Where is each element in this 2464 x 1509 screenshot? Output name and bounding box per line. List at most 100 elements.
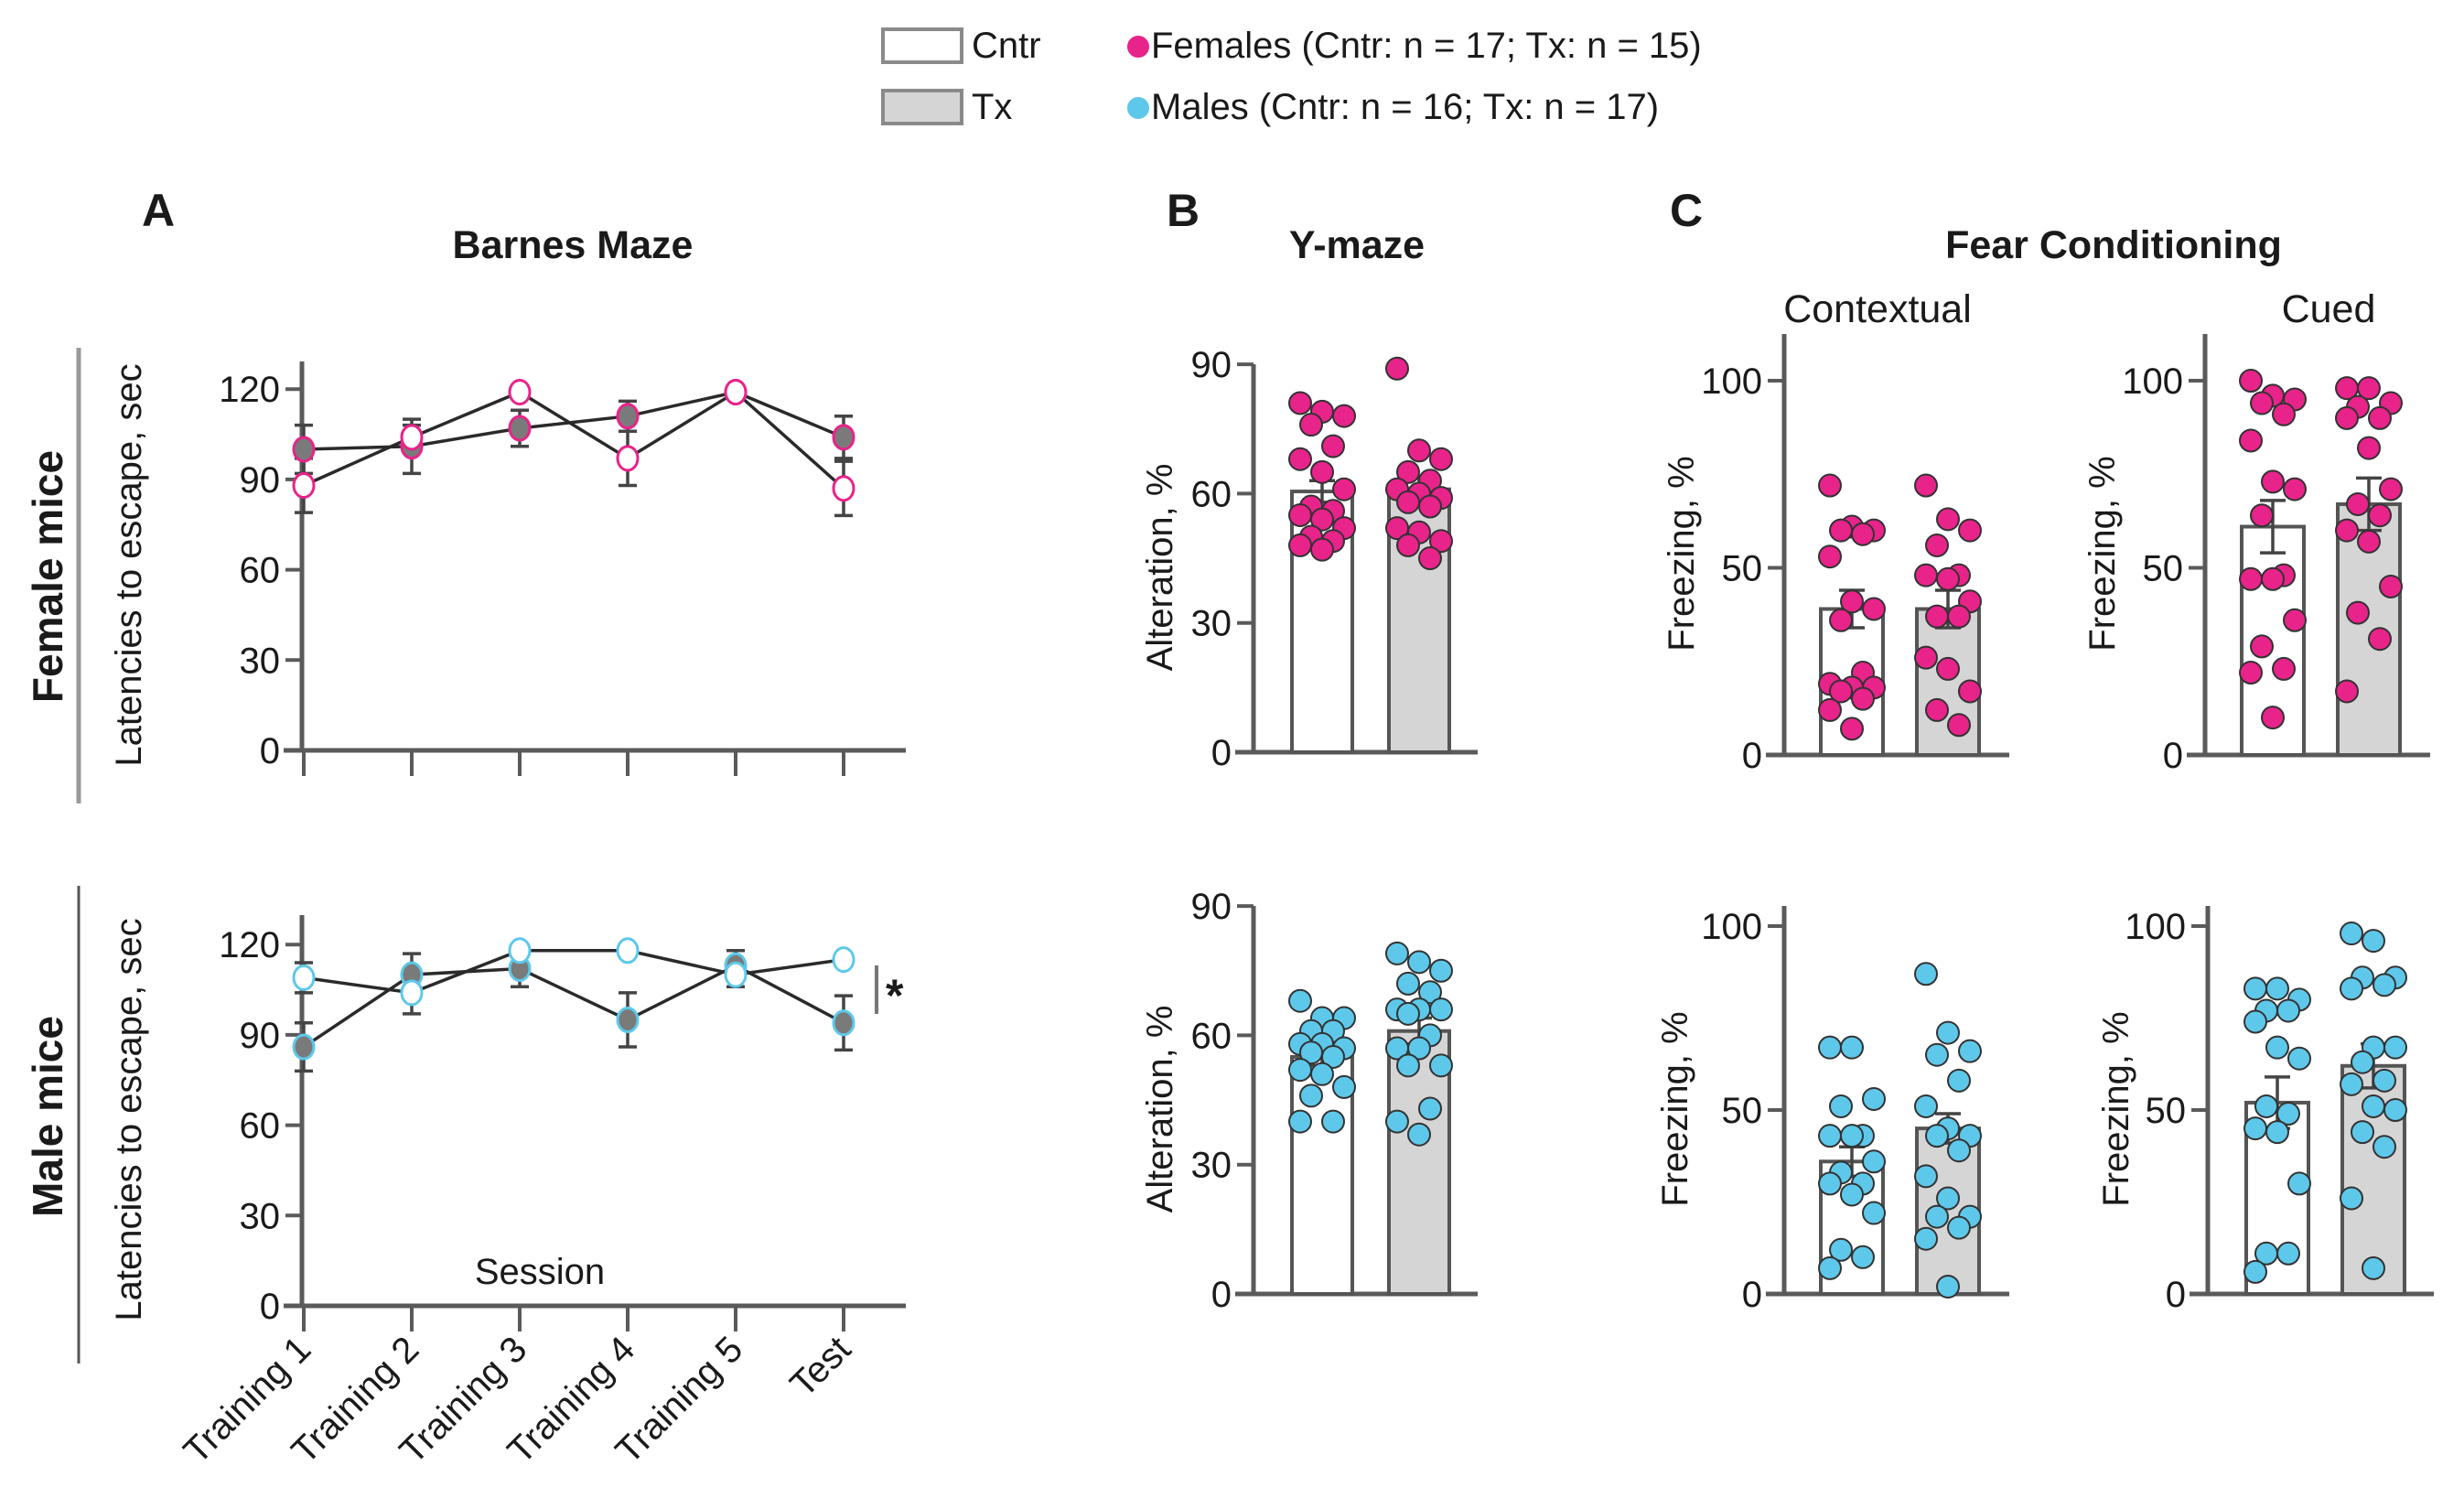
data-point-tx [1925,1042,1949,1067]
legend-label-cntr: Cntr [972,26,1041,66]
data-point-cntr [1332,1074,1356,1099]
legend-label-females: Females (Cntr: n = 17; Tx: n = 15) [1151,26,1702,66]
data-point-cntr [1818,1124,1842,1148]
data-point-cntr [292,964,316,991]
legend-label-tx: Tx [972,87,1012,127]
panel-label-a: A [142,185,175,236]
y-tick-label: 100 [2125,907,2186,947]
data-point-cntr [724,961,748,988]
data-point-tx [1958,518,1982,543]
data-point-cntr [2239,661,2263,685]
data-point-cntr [1321,434,1345,458]
data-point-tx [1396,490,1420,514]
data-point-cntr [1310,537,1334,562]
data-point-cntr [832,946,855,974]
y-axis-label: Latencies to escape, sec [109,918,149,1320]
y-tick-label: 60 [240,1106,281,1147]
y-tick-label: 30 [1191,1146,1232,1186]
y-tick-label: 0 [2166,1275,2186,1315]
subtitle-contextual: Contextual [1783,287,1972,331]
data-point-cntr [1288,447,1312,471]
data-point-cntr [1310,1062,1334,1086]
chart-fc-contextual-male: 0 50 100 Freezing, % [1655,906,2009,1315]
data-point-tx [1429,529,1453,554]
data-point-cntr [1332,477,1356,501]
data-point-tx [2340,922,2363,946]
legend-swatch-cntr [881,27,963,64]
data-point-tx [1925,1204,1949,1229]
data-point-tx [2373,973,2396,997]
x-axis-label: Session [475,1252,605,1292]
data-point-tx [2379,477,2403,501]
data-point-cntr [1862,1086,1886,1111]
data-point-tx [1947,1068,1971,1093]
data-point-tx [1385,1109,1409,1134]
data-point-cntr [1288,391,1312,415]
data-point-tx [2335,518,2359,543]
data-point-tx [1936,1274,1960,1299]
legend-dot-female [1127,36,1149,58]
data-point-cntr [1840,589,1864,614]
data-point-tx [2346,600,2370,625]
data-point-tx [292,436,316,463]
data-point-tx [832,1009,855,1037]
data-point-tx [2362,929,2385,954]
data-point-cntr [616,445,640,472]
y-tick-label: 30 [1191,604,1232,644]
data-point-tx [1418,494,1442,519]
data-point-tx [2368,503,2392,528]
data-point-cntr [1829,1094,1853,1118]
y-tick-label: 90 [240,460,281,501]
data-point-cntr [2287,1046,2311,1071]
data-point-tx [1947,1215,1971,1240]
data-point-cntr [724,378,748,405]
data-point-cntr [1862,1201,1886,1225]
data-point-tx [1429,447,1453,471]
y-tick-label: 100 [2122,361,2183,402]
data-point-cntr [1862,1149,1886,1174]
data-point-cntr [1851,522,1875,546]
bar-tx [1387,1029,1451,1296]
data-point-tx [1407,950,1431,975]
data-point-tx [1407,438,1431,463]
data-point-tx [1936,566,1960,591]
y-tick-label: 50 [1722,1091,1763,1131]
data-point-tx [508,415,532,442]
data-point-tx [1396,971,1420,996]
data-point-tx [1396,1001,1420,1026]
data-point-tx [1914,1164,1938,1189]
y-tick-label: 0 [1211,733,1232,773]
data-point-cntr [1829,608,1853,632]
data-point-tx [2346,491,2370,516]
data-point-cntr [1288,988,1312,1013]
y-tick-label: 30 [240,1196,281,1236]
y-tick-label: 100 [1701,907,1762,947]
data-point-tx [616,1006,640,1033]
data-point-tx [1429,1053,1453,1078]
data-point-cntr [400,979,424,1007]
data-point-tx [2340,1186,2363,1211]
data-point-cntr [2283,608,2307,632]
data-point-cntr [1829,679,1853,704]
data-point-tx [292,1033,316,1061]
data-point-cntr [1851,686,1875,711]
data-point-tx [1925,533,1949,557]
y-axis-label: Freezing, % [2096,1011,2136,1206]
data-point-cntr [1288,1058,1312,1083]
data-point-tx [2351,1120,2374,1145]
data-point-tx [2357,529,2381,554]
data-point-tx [1407,1122,1431,1147]
legend-dot-male [1127,97,1149,119]
data-point-tx [2379,574,2403,598]
data-point-tx [1396,1053,1420,1078]
data-point-tx [1418,546,1442,571]
data-point-tx [1947,713,1971,738]
data-point-cntr [2243,1009,2267,1034]
data-point-tx [2335,405,2359,430]
data-point-tx [1429,958,1453,983]
data-point-tx [2351,1050,2374,1074]
y-axis-label: Freezing, % [2082,456,2123,651]
y-tick-label: 0 [1742,736,1762,776]
y-tick-label: 0 [260,731,280,771]
y-axis-label: Alteration, % [1140,464,1180,672]
